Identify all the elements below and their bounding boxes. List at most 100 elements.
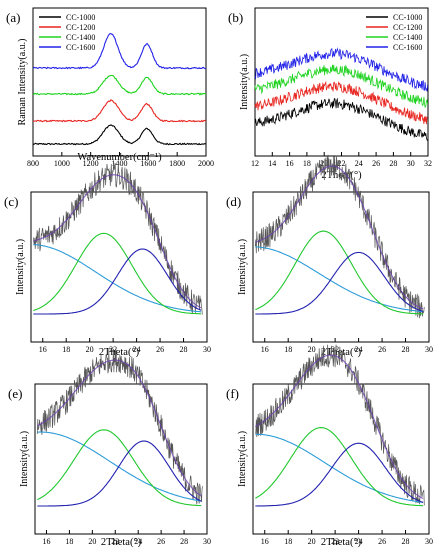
- panel-d: 16 18 20 22 24 26 28 30 (d) 2Theta(°) Intensity(a.…: [226, 154, 433, 358]
- legend-entry: CC-1600: [66, 43, 95, 52]
- x-tick-label: 22: [331, 345, 339, 354]
- fit-sum-line: [255, 354, 424, 500]
- x-tick-label: 1600: [140, 159, 156, 168]
- x-tick-label: 30: [203, 345, 211, 354]
- fit-component-line: [255, 442, 424, 507]
- fit-component-line: [255, 251, 424, 315]
- fit-component-line: [255, 246, 424, 313]
- fit-component-line: [255, 427, 424, 507]
- raw-data-line: [254, 344, 425, 506]
- x-tick-label: 24: [134, 537, 142, 546]
- fit-component-line: [33, 232, 202, 315]
- legend-entry: CC-1000: [66, 13, 95, 22]
- x-tick-label: 16: [261, 537, 269, 546]
- x-tick-label: 22: [331, 537, 339, 546]
- x-tick-label: 16: [286, 159, 294, 168]
- x-tick-label: 20: [86, 345, 94, 354]
- x-tick-label: 30: [407, 159, 415, 168]
- x-tick-label: 20: [308, 345, 316, 354]
- y-axis-label: Intensity(a.u.): [237, 239, 248, 295]
- fit-sum-line: [37, 359, 202, 497]
- fit-component-line: [33, 244, 202, 313]
- y-axis-label: Intensity(a.u.): [19, 431, 30, 487]
- x-tick-label: 26: [378, 537, 386, 546]
- x-tick-label: 18: [284, 345, 292, 354]
- x-axis-label: 2Theta(°): [321, 537, 362, 548]
- panel-label: (f): [226, 386, 239, 401]
- series-line: [254, 47, 428, 92]
- panel-label: (e): [8, 386, 22, 401]
- x-tick-label: 12: [251, 159, 259, 168]
- plot-frame: [34, 383, 208, 535]
- x-tick-label: 26: [156, 345, 164, 354]
- panel-f: 16 18 20 22 24 26 28 30 (f) 2Theta(°) Intensity(a.…: [226, 344, 433, 548]
- raw-data-line: [36, 348, 203, 505]
- fit-sum-line: [255, 165, 424, 310]
- x-tick-label: 28: [389, 159, 397, 168]
- y-axis-label: Intensity(a.u.): [15, 239, 26, 295]
- series-line: [254, 97, 428, 141]
- legend-entry: CC-1200: [66, 23, 95, 32]
- x-tick-label: 1400: [112, 159, 128, 168]
- fit-component-line: [37, 440, 202, 507]
- x-tick-label: 24: [133, 345, 141, 354]
- x-tick-label: 24: [355, 537, 363, 546]
- legend-entry: CC-1000: [393, 13, 422, 22]
- series-line: [32, 74, 207, 96]
- x-tick-label: 800: [27, 159, 39, 168]
- x-tick-label: 20: [88, 537, 96, 546]
- x-tick-label: 18: [62, 345, 70, 354]
- legend-entry: CC-1200: [393, 23, 422, 32]
- y-axis-label: Raman Intensity(a.u.): [17, 39, 28, 126]
- x-tick-label: 16: [39, 345, 47, 354]
- x-tick-label: 1200: [83, 159, 99, 168]
- x-tick-label: 20: [308, 537, 316, 546]
- x-tick-label: 26: [372, 159, 380, 168]
- series-line: [254, 64, 428, 109]
- x-tick-label: 18: [284, 537, 292, 546]
- fit-component-line: [37, 429, 202, 507]
- panel-b: 12 14 16 18 20 22 24 26 28 30 32(b)2Theta(°)Intens…: [228, 7, 432, 181]
- x-tick-label: 16: [261, 345, 269, 354]
- x-tick-label: 26: [378, 345, 386, 354]
- x-tick-label: 26: [157, 537, 165, 546]
- x-axis-label: 2Theta(°): [99, 347, 140, 358]
- x-axis-label: 2Theta(°): [321, 347, 362, 358]
- raw-data-line: [254, 154, 425, 319]
- x-tick-label: 18: [65, 537, 73, 546]
- x-tick-label: 14: [268, 159, 276, 168]
- legend-entry: CC-1600: [393, 43, 422, 52]
- panel-e: 16 18 20 22 24 26 28 30 (e) 2Theta(°) Intensity(a.…: [8, 348, 211, 548]
- x-tick-label: 32: [424, 159, 432, 168]
- x-tick-label: 30: [425, 537, 433, 546]
- x-tick-label: 22: [338, 159, 346, 168]
- y-axis-label: Intensity(a.u.): [237, 431, 248, 487]
- x-tick-label: 16: [42, 537, 50, 546]
- series-line: [254, 80, 428, 125]
- series-line: [32, 33, 206, 70]
- x-tick-label: 24: [355, 345, 363, 354]
- fit-component-line: [37, 431, 202, 502]
- x-tick-label: 28: [180, 537, 188, 546]
- fit-component-line: [255, 230, 424, 315]
- x-axis-label: 2Theta(°): [101, 537, 142, 548]
- legend-entry: CC-1400: [393, 33, 422, 42]
- x-axis-label: Wavenumber(cm⁻¹): [77, 152, 162, 163]
- plot-frame: [30, 191, 208, 343]
- plot-frame: [252, 191, 430, 343]
- series-line: [32, 99, 207, 123]
- panel-a: 800 1000 1200 1400 1600 1800 2000 (a) Wavenumber…: [6, 7, 214, 168]
- panel-label: (a): [6, 10, 20, 25]
- series-line: [32, 124, 207, 146]
- plot-frame: [252, 383, 430, 535]
- x-tick-label: 30: [425, 345, 433, 354]
- x-tick-label: 22: [111, 537, 119, 546]
- x-tick-label: 30: [203, 537, 211, 546]
- x-tick-label: 28: [180, 345, 188, 354]
- panel-label: (d): [226, 194, 241, 209]
- panel-label: (b): [228, 10, 243, 25]
- x-tick-label: 24: [355, 159, 363, 168]
- fit-component-line: [255, 433, 424, 503]
- fit-sum-line: [33, 174, 202, 309]
